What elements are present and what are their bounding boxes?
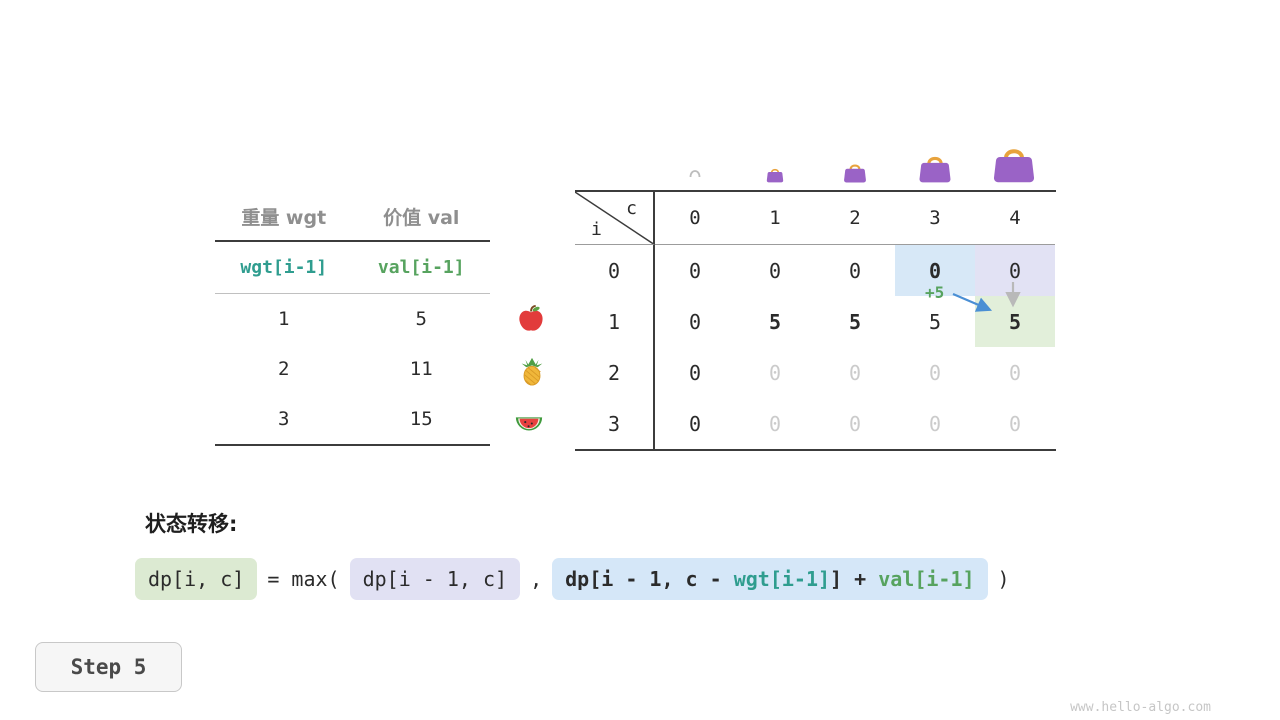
dp-row-header: 0 (575, 245, 655, 296)
dp-keep-chip: dp[i - 1, c] (349, 558, 521, 600)
divider (215, 293, 490, 294)
value-col-header: 价值 val (383, 206, 460, 229)
bag-icon-md (919, 156, 951, 183)
dp-cell: 0 (688, 309, 702, 334)
bag-icon-lg (993, 149, 1035, 183)
bag-handle-icon (689, 170, 701, 178)
bag-icon-xs (766, 168, 784, 183)
dp-cell: 0 (688, 360, 702, 385)
dp-cell-source-keep: 0 (975, 245, 1055, 296)
dp-cell: 0 (1008, 411, 1022, 436)
item-axis-label: i (591, 219, 602, 240)
dp-cell: 0 (768, 411, 782, 436)
divider (215, 444, 490, 446)
comma-text: , (530, 567, 543, 591)
dp-cell-source-add: 0 (895, 245, 975, 296)
apple-icon (519, 304, 543, 331)
dp-cell: 0 (768, 258, 782, 283)
item-value: 15 (409, 408, 433, 430)
weight-col-header: 重量 wgt (241, 206, 327, 229)
wgt-formula-label: wgt[i-1] (240, 257, 328, 278)
dp-cell: 0 (688, 411, 702, 436)
transition-title: 状态转移: (145, 512, 238, 536)
item-weight: 2 (278, 358, 290, 380)
dp-corner-cell: c i (575, 192, 655, 245)
item-weight: 1 (278, 308, 290, 330)
dp-add-chip: dp[i - 1, c - wgt[i-1]] + val[i-1] (552, 558, 988, 600)
item-value: 11 (409, 358, 433, 380)
add-chip-wgt: wgt[i-1] (733, 567, 831, 591)
capacity-axis-label: c (626, 198, 637, 219)
dp-cell: 5 (768, 309, 782, 334)
watermark: www.hello-algo.com (1070, 700, 1211, 715)
divider (215, 240, 490, 242)
item-row: 3 15 (215, 394, 490, 444)
dp-col-header: 0 (655, 192, 735, 245)
dp-cell: 0 (848, 411, 862, 436)
val-formula-label: val[i-1] (377, 257, 465, 278)
dp-col-header: 4 (975, 192, 1055, 245)
dp-table: c i 0 1 2 3 4 0 0 0 0 0 0 1 0 5 5 5 5 2 … (575, 190, 1056, 451)
item-table-header: 重量 wgt 价值 val (215, 192, 490, 240)
dp-col-header: 1 (735, 192, 815, 245)
dp-cell: 0 (768, 360, 782, 385)
dp-current-chip: dp[i, c] (135, 558, 258, 600)
diagonal-line (575, 192, 653, 244)
add-chip-prefix: dp[i - 1, c - (565, 567, 734, 591)
step-indicator: Step 5 (35, 642, 182, 692)
add-chip-mid: ] + (830, 567, 879, 591)
dp-row-header: 3 (575, 398, 655, 449)
item-row: 1 5 (215, 294, 490, 344)
equals-max-text: = max( (267, 567, 340, 591)
close-paren-text: ) (997, 567, 1010, 591)
dp-row-header: 1 (575, 296, 655, 347)
item-value: 5 (415, 308, 427, 330)
dp-col-header: 2 (815, 192, 895, 245)
watermelon-icon (515, 417, 543, 431)
dp-cell: 0 (928, 360, 942, 385)
dp-row-header: 2 (575, 347, 655, 398)
bag-icon-sm (844, 164, 866, 183)
dp-cell: 0 (1008, 360, 1022, 385)
add-chip-val: val[i-1] (878, 567, 975, 591)
dp-cell-current: 5 (975, 296, 1055, 347)
plus-value-annotation: +5 (925, 283, 945, 302)
item-row: 2 11 (215, 344, 490, 394)
dp-cell: 5 (928, 309, 942, 334)
dp-cell: 0 (848, 258, 862, 283)
dp-cell: 0 (928, 411, 942, 436)
transition-formula: dp[i, c] = max( dp[i - 1, c] , dp[i - 1,… (135, 558, 1010, 600)
dp-cell: 0 (688, 258, 702, 283)
dp-col-header: 3 (895, 192, 975, 245)
item-table: 重量 wgt 价值 val wgt[i-1] val[i-1] 1 5 2 11… (215, 192, 490, 446)
item-table-formula-row: wgt[i-1] val[i-1] (215, 242, 490, 293)
dp-cell: 0 (848, 360, 862, 385)
pineapple-icon (521, 357, 543, 386)
dp-grid: c i 0 1 2 3 4 0 0 0 0 0 0 1 0 5 5 5 5 2 … (575, 190, 1056, 451)
dp-cell: 5 (848, 309, 862, 334)
item-weight: 3 (278, 408, 290, 430)
